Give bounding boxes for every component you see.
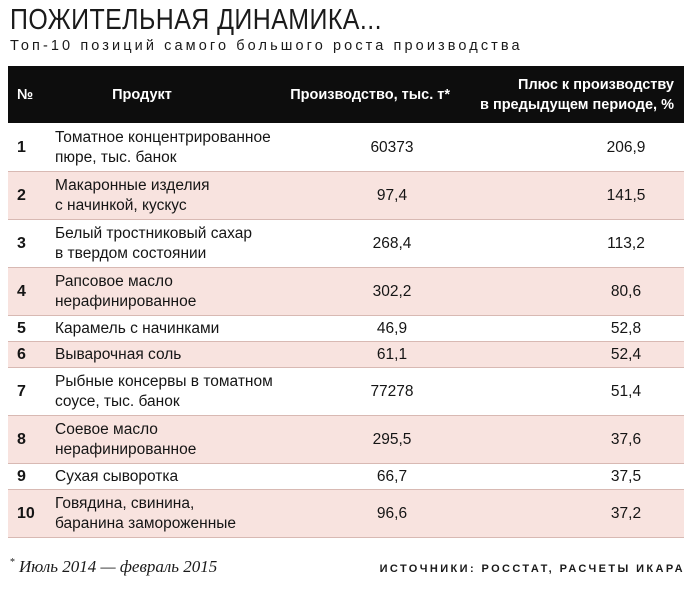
row-plus: 52,8	[458, 315, 684, 342]
product-line1: Говядина, свинина,	[55, 494, 195, 512]
row-number: 3	[8, 219, 46, 268]
table-row: 9 Сухая сыворотка 66,7 37,5	[8, 463, 684, 490]
header-production: Производство, тыс. т*	[278, 66, 458, 124]
row-product: Выварочная соль	[46, 341, 278, 368]
product-line1: Томатное концентрированное	[55, 128, 271, 146]
row-number: 9	[8, 463, 46, 490]
row-plus: 37,5	[458, 463, 684, 490]
row-plus: 206,9	[458, 123, 684, 172]
row-number: 1	[8, 123, 46, 172]
row-production: 60373	[278, 123, 458, 172]
row-product: Сухая сыворотка	[46, 463, 278, 490]
table-row: 3 Белый тростниковый сахар в твердом состо…	[8, 219, 684, 268]
row-plus: 37,2	[458, 489, 684, 538]
table-row: 4 Рапсовое масло нерафинированное 302,2 80,6	[8, 267, 684, 316]
row-number: 8	[8, 415, 46, 464]
row-production: 66,7	[278, 463, 458, 490]
row-plus: 113,2	[458, 219, 684, 268]
row-product: Рыбные консервы в томатном соусе, тыс. ба…	[46, 367, 278, 416]
table-row: 8 Соевое масло нерафинированное 295,5 37,6	[8, 415, 684, 464]
row-production: 295,5	[278, 415, 458, 464]
product-line2: нерафинированное	[55, 292, 197, 310]
page-subtitle: Топ-10 позиций самого большого роста про…	[10, 38, 523, 54]
row-number: 6	[8, 341, 46, 368]
row-production: 268,4	[278, 219, 458, 268]
table-row: 5 Карамель с начинками 46,9 52,8	[8, 315, 684, 342]
product-line2: с начинкой, кускус	[55, 196, 187, 214]
footnote: * Июль 2014 — февраль 2015	[10, 557, 217, 577]
row-product: Рапсовое масло нерафинированное	[46, 267, 278, 316]
product-line2: в твердом состоянии	[55, 244, 207, 262]
row-number: 2	[8, 171, 46, 220]
footnote-mark: *	[10, 557, 15, 568]
row-product: Томатное концентрированное пюре, тыс. бан…	[46, 123, 278, 172]
header-plus: Плюс к производству в предыдущем периоде…	[458, 66, 684, 124]
table-row: 1 Томатное концентрированное пюре, тыс. ба…	[8, 123, 684, 172]
table-row: 6 Выварочная соль 61,1 52,4	[8, 341, 684, 368]
product-line1: Сухая сыворотка	[55, 467, 179, 485]
header-plus-line2: в предыдущем периоде, %	[480, 96, 674, 113]
row-production: 302,2	[278, 267, 458, 316]
product-line1: Соевое масло	[55, 420, 158, 438]
row-plus: 52,4	[458, 341, 684, 368]
row-plus: 37,6	[458, 415, 684, 464]
row-number: 4	[8, 267, 46, 316]
production-table: № Продукт Производство, тыс. т* Плюс к п…	[8, 66, 684, 538]
row-product: Говядина, свинина, баранина замороженные	[46, 489, 278, 538]
row-plus: 51,4	[458, 367, 684, 416]
header-product: Продукт	[46, 66, 278, 124]
row-production: 77278	[278, 367, 458, 416]
product-line1: Макаронные изделия	[55, 176, 210, 194]
product-line2: пюре, тыс. банок	[55, 148, 177, 166]
page-title: ПОЖИТЕЛЬНАЯ ДИНАМИКА...	[10, 4, 382, 36]
row-production: 46,9	[278, 315, 458, 342]
row-product: Соевое масло нерафинированное	[46, 415, 278, 464]
product-line2: нерафинированное	[55, 440, 197, 458]
product-line1: Выварочная соль	[55, 345, 182, 363]
product-line1: Рыбные консервы в томатном	[55, 372, 273, 390]
table-row: 7 Рыбные консервы в томатном соусе, тыс. б…	[8, 367, 684, 416]
row-product: Карамель с начинками	[46, 315, 278, 342]
header-plus-line1: Плюс к производству	[518, 76, 674, 93]
table-row: 10 Говядина, свинина, баранина замороженны…	[8, 489, 684, 538]
footnote-text: Июль 2014 — февраль 2015	[19, 557, 218, 576]
product-line1: Карамель с начинками	[55, 319, 220, 337]
product-line2: баранина замороженные	[55, 514, 237, 532]
row-production: 97,4	[278, 171, 458, 220]
product-line1: Рапсовое масло	[55, 272, 173, 290]
row-production: 96,6	[278, 489, 458, 538]
product-line2: соусе, тыс. банок	[55, 392, 180, 410]
row-plus: 141,5	[458, 171, 684, 220]
table-row: 2 Макаронные изделия с начинкой, кускус 97,…	[8, 171, 684, 220]
row-product: Макаронные изделия с начинкой, кускус	[46, 171, 278, 220]
table-body: 1 Томатное концентрированное пюре, тыс. ба…	[8, 123, 684, 538]
table-header-row: № Продукт Производство, тыс. т* Плюс к п…	[8, 66, 684, 124]
row-number: 5	[8, 315, 46, 342]
row-number: 7	[8, 367, 46, 416]
product-line1: Белый тростниковый сахар	[55, 224, 252, 242]
source-note: ИСТОЧНИКИ: РОССТАТ, РАСЧЕТЫ ИКАРА	[379, 563, 685, 575]
row-production: 61,1	[278, 341, 458, 368]
row-number: 10	[8, 489, 46, 538]
row-plus: 80,6	[458, 267, 684, 316]
row-product: Белый тростниковый сахар в твердом состоя…	[46, 219, 278, 268]
header-num: №	[8, 66, 46, 124]
